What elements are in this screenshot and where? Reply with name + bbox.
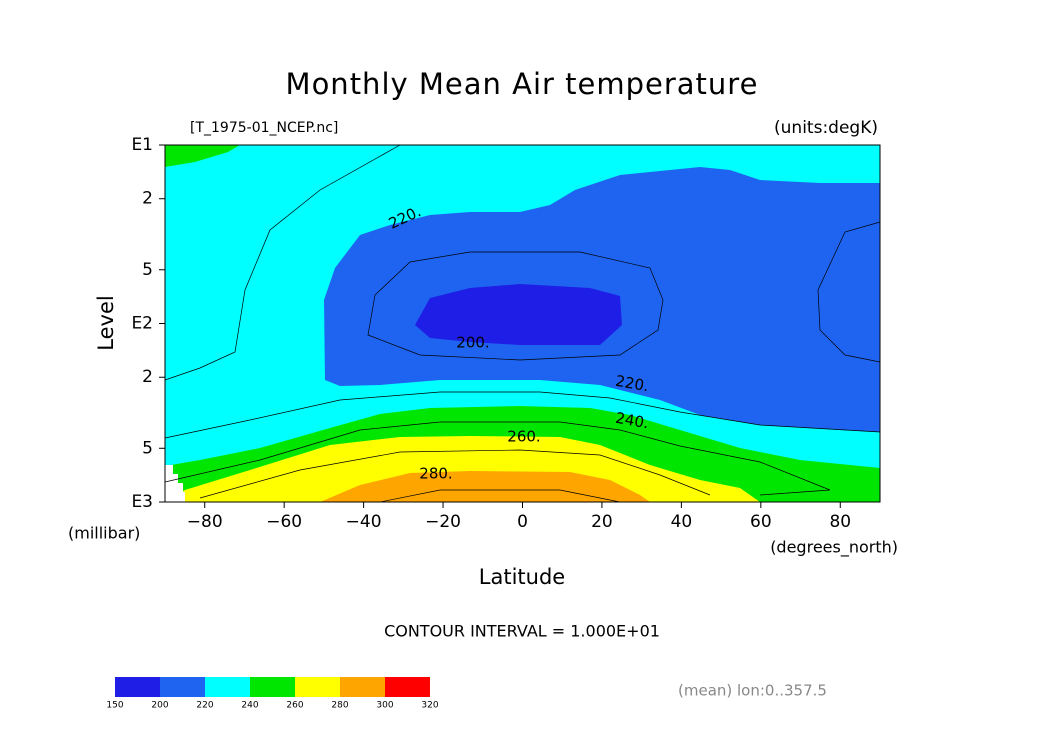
- contour-field: [165, 145, 880, 502]
- y-tick-label: E3: [131, 492, 153, 512]
- chart-title: Monthly Mean Air temperature: [286, 67, 759, 101]
- colorbar-box: [205, 677, 250, 697]
- x-tick-label: 80: [829, 512, 851, 532]
- colorbar-box: [385, 677, 430, 697]
- contour-label: 220.: [614, 372, 650, 396]
- colorbar-label: 320: [421, 701, 438, 711]
- contour-region: [320, 471, 650, 502]
- colorbar-label: 150: [106, 701, 123, 711]
- x-tick-label: 60: [750, 512, 772, 532]
- y-tick-label: 2: [142, 189, 153, 209]
- contour-region: [415, 284, 622, 345]
- contour-label: 280.: [419, 465, 452, 483]
- colorbar-box: [295, 677, 340, 697]
- contour-line: [379, 489, 621, 503]
- contour-region: [165, 145, 240, 167]
- contour-line: [199, 449, 711, 499]
- colorbar-box: [160, 677, 205, 697]
- undefined-area: [165, 474, 178, 483]
- y-units: (millibar): [68, 524, 140, 543]
- contour-line: [164, 421, 831, 496]
- contour-interval: CONTOUR INTERVAL = 1.000E+01: [384, 622, 660, 641]
- y-tick-label: 2: [142, 367, 153, 387]
- x-units: (degrees_north): [770, 538, 898, 558]
- x-axis-label: Latitude: [479, 565, 565, 589]
- contour-label: 260.: [507, 428, 540, 446]
- colorbar-label: 200: [151, 701, 168, 711]
- undefined-area: [165, 465, 173, 474]
- contour-line: [164, 144, 401, 381]
- contour-label: 200.: [456, 334, 489, 352]
- colorbar-box: [115, 677, 160, 697]
- colorbar-box: [250, 677, 295, 697]
- x-tick-label: −80: [187, 512, 223, 532]
- x-tick-label: 40: [671, 512, 693, 532]
- contour-line: [164, 391, 881, 439]
- colorbar-label: 280: [331, 701, 348, 711]
- y-tick-label: 5: [142, 260, 153, 280]
- contour-line: [367, 251, 664, 361]
- colorbar-box: [340, 677, 385, 697]
- y-axis-label: Level: [94, 295, 118, 350]
- footer: (mean) lon:0..357.5: [678, 682, 827, 700]
- colorbar-label: 220: [196, 701, 213, 711]
- y-tick-label: 5: [142, 438, 153, 458]
- contour-label: 240.: [614, 409, 650, 433]
- x-tick-label: 20: [591, 512, 613, 532]
- units-label: (units:degK): [774, 118, 878, 138]
- colorbar-label: 240: [241, 701, 258, 711]
- x-tick-label: −40: [346, 512, 382, 532]
- undefined-area: [165, 492, 185, 502]
- y-tick-label: E2: [131, 314, 153, 334]
- x-tick-label: −60: [266, 512, 302, 532]
- x-tick-label: −20: [425, 512, 461, 532]
- y-tick-label: E1: [131, 135, 153, 155]
- colorbar-label: 260: [286, 701, 303, 711]
- undefined-area: [165, 483, 183, 492]
- contour-line: [817, 221, 881, 363]
- colorbar-label: 300: [376, 701, 393, 711]
- x-tick-label: 0: [517, 512, 528, 532]
- contour-lines: [164, 144, 881, 503]
- file-label: [T_1975-01_NCEP.nc]: [190, 120, 338, 136]
